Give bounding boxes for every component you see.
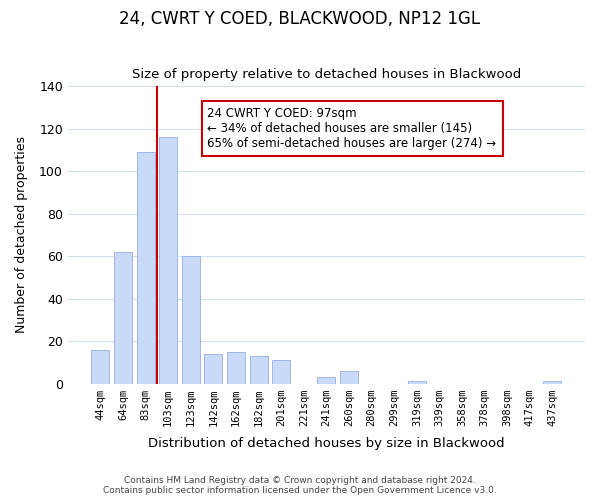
Bar	[91, 350, 109, 384]
Y-axis label: Number of detached properties: Number of detached properties	[15, 136, 28, 334]
Bar	[340, 371, 358, 384]
Bar	[114, 252, 132, 384]
Bar	[317, 377, 335, 384]
Bar	[205, 354, 223, 384]
Bar	[544, 382, 562, 384]
Title: Size of property relative to detached houses in Blackwood: Size of property relative to detached ho…	[132, 68, 521, 81]
Text: Contains HM Land Registry data © Crown copyright and database right 2024.
Contai: Contains HM Land Registry data © Crown c…	[103, 476, 497, 495]
Text: 24, CWRT Y COED, BLACKWOOD, NP12 1GL: 24, CWRT Y COED, BLACKWOOD, NP12 1GL	[119, 10, 481, 28]
Bar	[408, 382, 426, 384]
Bar	[159, 138, 177, 384]
Text: 24 CWRT Y COED: 97sqm
← 34% of detached houses are smaller (145)
65% of semi-det: 24 CWRT Y COED: 97sqm ← 34% of detached …	[208, 107, 497, 150]
Bar	[227, 352, 245, 384]
Bar	[250, 356, 268, 384]
X-axis label: Distribution of detached houses by size in Blackwood: Distribution of detached houses by size …	[148, 437, 505, 450]
Bar	[182, 256, 200, 384]
Bar	[137, 152, 155, 384]
Bar	[272, 360, 290, 384]
